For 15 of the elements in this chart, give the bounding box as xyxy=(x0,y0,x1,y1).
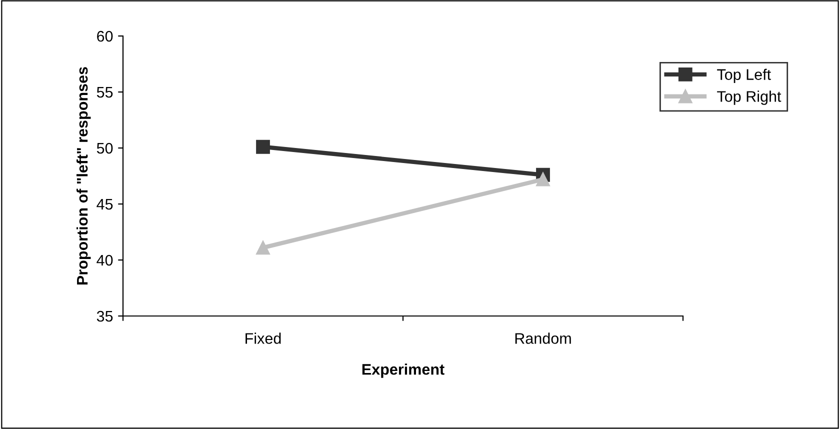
x-axis-title: Experiment xyxy=(362,364,444,378)
y-tick-label: 35 xyxy=(96,310,113,322)
x-tick-label: Fixed xyxy=(246,332,281,344)
x-tick-label: Random xyxy=(515,332,571,344)
y-tick-label: 60 xyxy=(97,30,113,42)
y-tick-label: 45 xyxy=(96,199,113,210)
point xyxy=(256,140,270,154)
legend-label: Top Left xyxy=(717,68,771,83)
y-tick-label: 40 xyxy=(96,254,113,266)
point xyxy=(256,240,270,255)
y-axis-title: Proportion of "left" responses xyxy=(76,67,91,284)
y-tick-label: 55 xyxy=(96,87,113,98)
point xyxy=(536,172,550,186)
legend-label: Top Right xyxy=(717,90,782,105)
y-tick-label: 50 xyxy=(96,142,113,154)
